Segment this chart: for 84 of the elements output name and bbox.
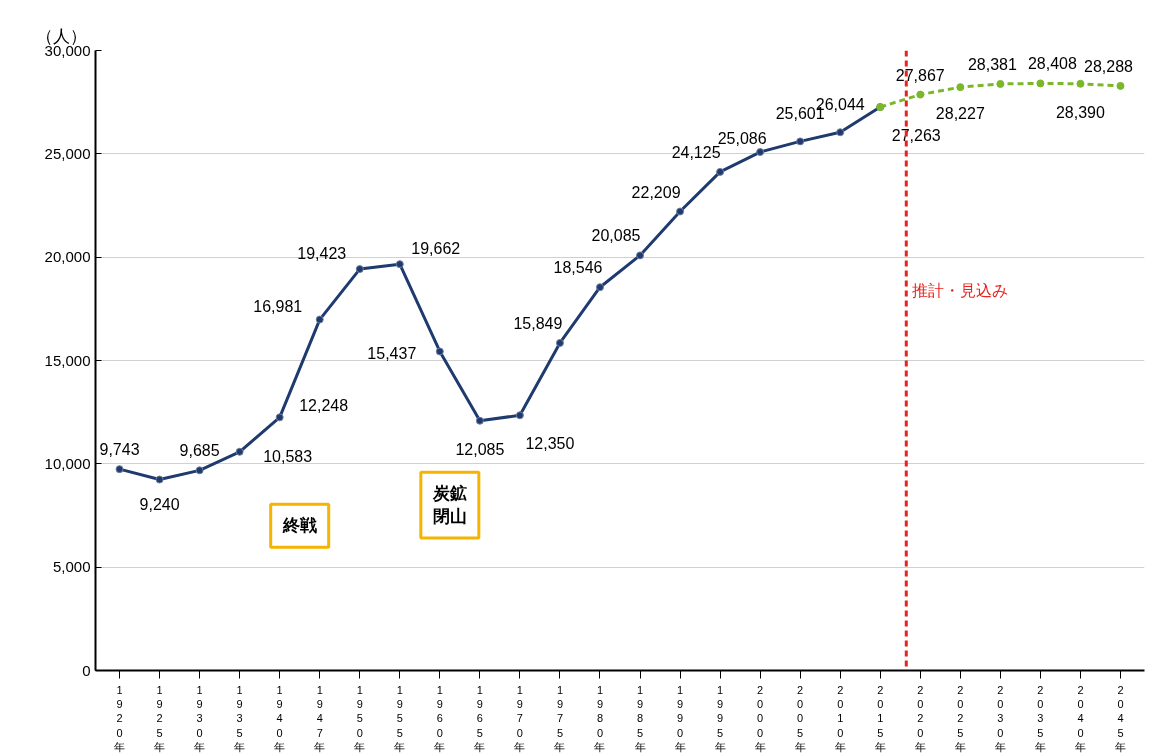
x-tick-label: 1935年 xyxy=(234,683,246,754)
point xyxy=(475,416,484,425)
x-tick-label: 2020年 xyxy=(914,683,926,754)
point xyxy=(155,475,164,484)
data-label: 10,583 xyxy=(263,447,313,465)
data-label: 28,381 xyxy=(967,55,1017,73)
annotation: 炭鉱閉山 xyxy=(431,484,467,527)
x-tick-label: 1950年 xyxy=(354,683,366,754)
x-tick-label: 1955年 xyxy=(394,683,406,754)
y-tick-label: 20,000 xyxy=(44,248,91,266)
point xyxy=(235,447,244,456)
x-tick-label: 1990年 xyxy=(674,683,686,754)
data-label: 19,662 xyxy=(411,240,461,258)
data-label: 18,546 xyxy=(553,259,603,277)
x-tick-label: 2040年 xyxy=(1074,683,1086,754)
x-tick-label: 1940年 xyxy=(274,683,286,754)
data-label: 9,240 xyxy=(139,495,180,513)
x-tick-label: 2035年 xyxy=(1034,683,1046,754)
data-label: 27,867 xyxy=(895,66,945,84)
point xyxy=(756,148,765,157)
point xyxy=(1076,79,1085,88)
data-label: 12,350 xyxy=(525,435,575,453)
data-label: 9,743 xyxy=(99,441,140,459)
point xyxy=(595,283,604,292)
data-label: 9,685 xyxy=(179,442,220,460)
x-tick-label: 2005年 xyxy=(794,683,806,754)
annotation: 終戦 xyxy=(281,516,317,536)
x-tick-label: 1995年 xyxy=(714,683,726,754)
x-tick-label: 2030年 xyxy=(994,683,1006,754)
x-tick-label: 1965年 xyxy=(474,683,486,754)
point xyxy=(195,466,204,475)
data-label: 15,849 xyxy=(513,314,563,332)
data-label: 22,209 xyxy=(631,183,681,201)
x-tick-label: 1947年 xyxy=(314,683,326,754)
data-label: 28,288 xyxy=(1084,57,1134,75)
data-label: 27,263 xyxy=(891,127,941,145)
y-tick-label: 10,000 xyxy=(44,454,91,472)
x-tick-label: 2045年 xyxy=(1114,683,1126,754)
data-label: 15,437 xyxy=(367,345,417,363)
point xyxy=(796,137,805,146)
point xyxy=(1116,81,1125,90)
point xyxy=(515,411,524,420)
point xyxy=(1036,79,1045,88)
x-tick-label: 2015年 xyxy=(874,683,886,754)
x-tick-label: 1960年 xyxy=(434,683,446,754)
point xyxy=(676,207,685,216)
x-tick-label: 1920年 xyxy=(114,683,126,754)
data-label: 19,423 xyxy=(297,245,347,263)
y-tick-label: 25,000 xyxy=(44,144,91,162)
point xyxy=(996,79,1005,88)
data-label: 28,408 xyxy=(1027,55,1077,73)
x-tick-label: 1975年 xyxy=(554,683,566,754)
point xyxy=(435,347,444,356)
point xyxy=(275,413,284,422)
x-tick-label: 1925年 xyxy=(154,683,166,754)
point xyxy=(916,90,925,99)
ref-line-label: 推計・見込み xyxy=(912,282,1009,300)
data-label: 24,125 xyxy=(671,143,721,161)
data-label: 20,085 xyxy=(591,227,641,245)
point xyxy=(555,338,564,347)
x-tick-label: 2025年 xyxy=(954,683,966,754)
x-tick-label: 1985年 xyxy=(634,683,646,754)
point xyxy=(355,265,364,274)
y-tick-label: 5,000 xyxy=(52,558,91,576)
x-tick-label: 1980年 xyxy=(594,683,606,754)
point xyxy=(956,83,965,92)
x-tick-label: 1930年 xyxy=(194,683,206,754)
x-tick-label: 2010年 xyxy=(834,683,846,754)
data-label: 28,390 xyxy=(1055,103,1106,121)
data-label: 28,227 xyxy=(935,105,985,123)
y-axis-title: （人） xyxy=(35,26,87,46)
point xyxy=(836,128,845,137)
data-label: 12,085 xyxy=(455,440,505,458)
point xyxy=(716,167,725,176)
point xyxy=(115,465,124,474)
point xyxy=(315,315,324,324)
x-tick-label: 1970年 xyxy=(514,683,526,754)
point xyxy=(636,251,645,260)
point xyxy=(395,260,404,269)
x-tick-label: 2000年 xyxy=(754,683,766,754)
y-tick-label: 0 xyxy=(82,661,91,679)
y-tick-label: 15,000 xyxy=(44,351,91,369)
data-label: 12,248 xyxy=(299,397,349,415)
data-label: 16,981 xyxy=(253,297,303,315)
